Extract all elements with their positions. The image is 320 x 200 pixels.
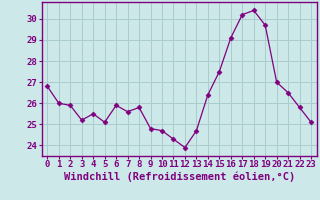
X-axis label: Windchill (Refroidissement éolien,°C): Windchill (Refroidissement éolien,°C) (64, 172, 295, 182)
